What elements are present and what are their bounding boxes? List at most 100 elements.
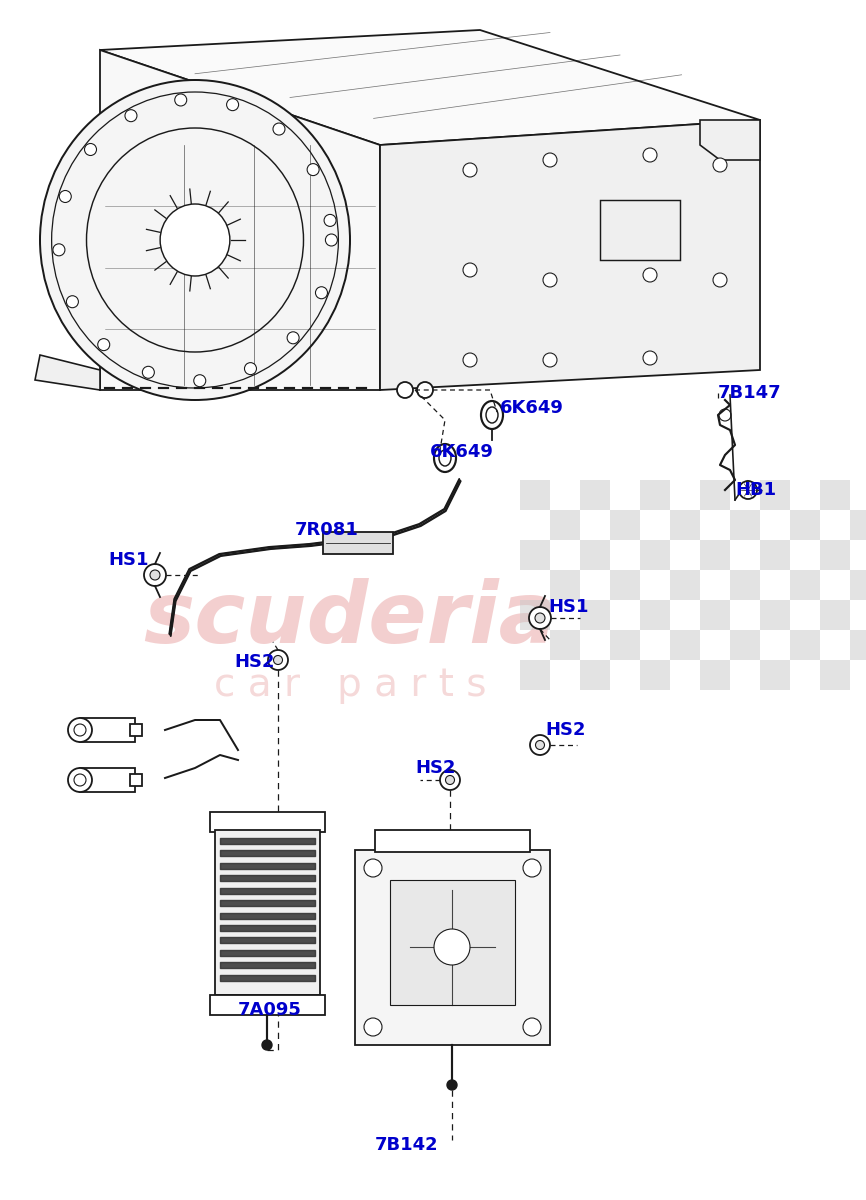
Bar: [730, 510, 760, 540]
Circle shape: [713, 158, 727, 172]
Bar: [700, 540, 730, 570]
Circle shape: [324, 215, 336, 227]
Circle shape: [713, 272, 727, 287]
Bar: [820, 480, 850, 510]
Bar: [80, 768, 135, 792]
Text: 7A095: 7A095: [238, 1001, 302, 1019]
Circle shape: [68, 718, 92, 742]
Bar: [550, 570, 580, 600]
Circle shape: [98, 338, 110, 350]
Bar: [550, 630, 580, 660]
Text: HS2: HS2: [415, 758, 456, 778]
Circle shape: [739, 481, 757, 499]
Circle shape: [67, 295, 79, 307]
Text: scuderia: scuderia: [143, 578, 557, 661]
Circle shape: [463, 263, 477, 277]
Polygon shape: [380, 120, 760, 390]
Circle shape: [523, 859, 541, 877]
Circle shape: [273, 124, 285, 136]
Text: 6K649: 6K649: [500, 398, 564, 416]
Circle shape: [125, 109, 137, 121]
Circle shape: [397, 382, 413, 398]
Bar: [760, 600, 790, 630]
Bar: [210, 812, 325, 832]
Bar: [375, 830, 530, 852]
Text: c a r   p a r t s: c a r p a r t s: [214, 666, 486, 704]
Circle shape: [523, 1018, 541, 1036]
Bar: [670, 510, 700, 540]
Ellipse shape: [160, 204, 229, 276]
Bar: [730, 570, 760, 600]
Bar: [130, 724, 142, 736]
Bar: [820, 540, 850, 570]
Circle shape: [194, 374, 206, 386]
Circle shape: [535, 740, 545, 750]
Bar: [850, 570, 866, 600]
Bar: [850, 630, 866, 660]
Bar: [355, 850, 550, 1045]
Bar: [700, 480, 730, 510]
Bar: [550, 510, 580, 540]
Circle shape: [530, 734, 550, 755]
Text: 7B147: 7B147: [718, 384, 782, 402]
Text: HS2: HS2: [545, 721, 585, 739]
Bar: [210, 995, 325, 1015]
Circle shape: [463, 353, 477, 367]
Circle shape: [244, 362, 256, 374]
Bar: [520, 600, 550, 630]
Bar: [640, 660, 670, 690]
Circle shape: [440, 770, 460, 790]
Bar: [820, 660, 850, 690]
Circle shape: [315, 287, 327, 299]
Bar: [580, 600, 610, 630]
Circle shape: [274, 655, 282, 665]
Circle shape: [288, 332, 299, 344]
Circle shape: [307, 163, 320, 175]
Text: 6K649: 6K649: [430, 443, 494, 461]
Circle shape: [417, 382, 433, 398]
Text: 7B142: 7B142: [375, 1136, 438, 1154]
Text: 7R081: 7R081: [295, 521, 359, 539]
Bar: [610, 570, 640, 600]
Bar: [790, 510, 820, 540]
Circle shape: [142, 366, 154, 378]
Bar: [600, 200, 680, 260]
Bar: [640, 480, 670, 510]
Bar: [670, 630, 700, 660]
Bar: [760, 660, 790, 690]
Bar: [700, 660, 730, 690]
Circle shape: [543, 353, 557, 367]
Bar: [610, 510, 640, 540]
Text: HS1: HS1: [108, 551, 148, 569]
Bar: [323, 532, 393, 554]
Bar: [130, 774, 142, 786]
Circle shape: [643, 350, 657, 365]
Bar: [700, 600, 730, 630]
Circle shape: [175, 94, 187, 106]
Circle shape: [144, 564, 166, 586]
Bar: [520, 540, 550, 570]
Bar: [790, 570, 820, 600]
Bar: [215, 830, 320, 995]
Polygon shape: [100, 30, 760, 145]
Circle shape: [643, 148, 657, 162]
Bar: [760, 540, 790, 570]
Circle shape: [53, 244, 65, 256]
Circle shape: [262, 1040, 272, 1050]
Circle shape: [445, 775, 455, 785]
Text: HB1: HB1: [735, 481, 776, 499]
Circle shape: [227, 98, 239, 110]
Bar: [640, 600, 670, 630]
Bar: [520, 660, 550, 690]
Bar: [80, 718, 135, 742]
Polygon shape: [35, 355, 100, 390]
Circle shape: [434, 929, 470, 965]
Bar: [640, 540, 670, 570]
Circle shape: [85, 144, 96, 156]
Text: HS2: HS2: [234, 653, 275, 671]
Bar: [610, 630, 640, 660]
Bar: [730, 630, 760, 660]
Circle shape: [535, 613, 545, 623]
Bar: [790, 630, 820, 660]
Bar: [580, 540, 610, 570]
